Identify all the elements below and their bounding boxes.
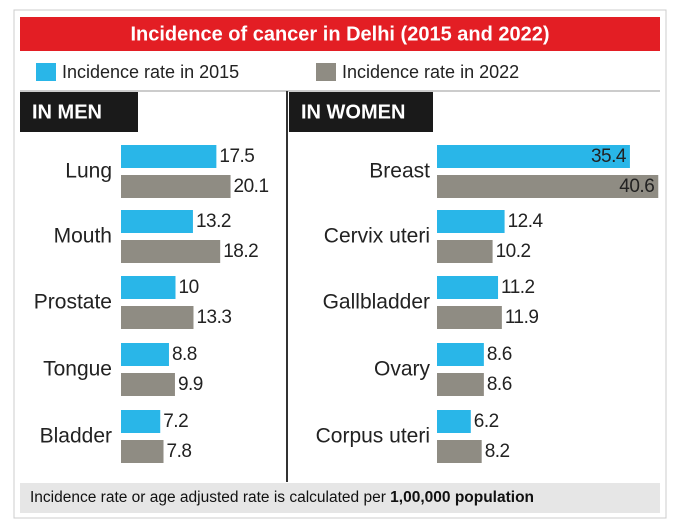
panel-header — [289, 92, 433, 132]
value-label: 10 — [179, 277, 199, 298]
value-label: 6.2 — [474, 411, 499, 432]
panel-title: IN MEN — [32, 101, 102, 123]
value-label: 13.2 — [196, 211, 231, 232]
bar — [437, 306, 502, 329]
legend-label: Incidence rate in 2022 — [342, 62, 519, 82]
bar — [121, 343, 169, 366]
legend-swatch — [36, 63, 56, 81]
bar — [437, 410, 471, 433]
bar — [121, 276, 176, 299]
value-label: 11.2 — [501, 277, 535, 298]
bar — [437, 210, 505, 233]
value-label: 8.8 — [172, 344, 197, 365]
bar — [121, 306, 194, 329]
category-label: Lung — [65, 160, 112, 183]
note-bold: 1,00,000 population — [390, 489, 534, 506]
category-label: Gallbladder — [323, 291, 430, 314]
value-label: 7.2 — [163, 411, 188, 432]
panel-title: IN WOMEN — [301, 101, 405, 123]
category-label: Bladder — [40, 425, 112, 448]
bar — [121, 240, 221, 263]
value-label: 8.6 — [487, 374, 512, 395]
bar — [437, 373, 484, 396]
bar — [121, 175, 231, 198]
category-label: Corpus uteri — [316, 425, 430, 448]
value-label: 40.6 — [619, 176, 654, 197]
note-band — [20, 483, 660, 513]
bar — [437, 343, 484, 366]
title-band — [20, 17, 660, 51]
value-label: 11.9 — [505, 307, 539, 328]
value-label: 17.5 — [219, 146, 254, 167]
category-label: Ovary — [374, 358, 431, 381]
category-label: Cervix uteri — [324, 225, 430, 248]
category-label: Prostate — [34, 291, 112, 314]
bar — [437, 145, 630, 168]
value-label: 18.2 — [223, 241, 258, 262]
value-label: 9.9 — [178, 374, 203, 395]
category-label: Tongue — [43, 358, 112, 381]
bar — [121, 410, 161, 433]
category-label: Breast — [369, 160, 430, 183]
value-label: 8.6 — [487, 344, 512, 365]
value-label: 13.3 — [196, 307, 231, 328]
value-label: 35.4 — [591, 146, 627, 167]
value-label: 20.1 — [234, 176, 269, 197]
value-label: 12.4 — [508, 211, 544, 232]
value-label: 8.2 — [485, 441, 510, 462]
bar — [121, 373, 175, 396]
bar — [437, 175, 659, 198]
bar — [121, 210, 193, 233]
chart-title: Incidence of cancer in Delhi (2015 and 2… — [130, 23, 549, 45]
bar — [437, 240, 493, 263]
category-label: Mouth — [54, 225, 112, 248]
bar — [437, 276, 499, 299]
legend-label: Incidence rate in 2015 — [62, 62, 239, 82]
bar — [121, 145, 217, 168]
footnote: Incidence rate or age adjusted rate is c… — [30, 489, 534, 506]
note-text: Incidence rate or age adjusted rate is c… — [30, 489, 386, 506]
bar — [121, 440, 164, 463]
panel-header — [20, 92, 138, 132]
value-label: 7.8 — [167, 441, 192, 462]
legend-swatch — [316, 63, 336, 81]
value-label: 10.2 — [496, 241, 531, 262]
bar — [437, 440, 482, 463]
